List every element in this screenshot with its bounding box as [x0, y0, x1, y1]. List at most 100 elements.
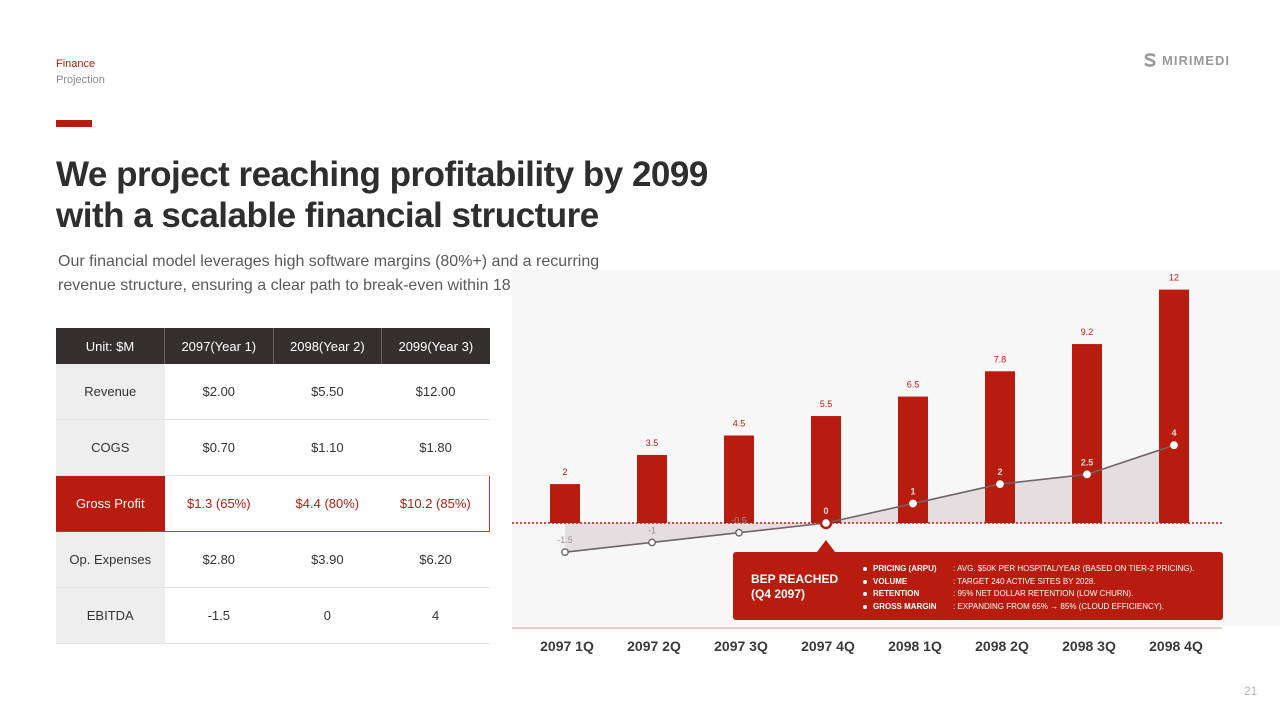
page-subtitle-line-1: Our financial model leverages high softw… — [58, 253, 600, 270]
revenue-bar — [1072, 344, 1102, 523]
table-row-op-expenses: Op. Expenses $2.80 $3.90 $6.20 — [56, 531, 490, 588]
ebitda-point-label: -0.5 — [731, 516, 747, 526]
bep-assumptions-list: PRICING (ARPU) : AVG. $50K PER HOSPITAL/… — [863, 563, 1194, 613]
table-cell: $0.70 — [164, 419, 274, 476]
revenue-bar-label: 6.5 — [907, 380, 920, 390]
bep-item-retention: RETENTION : 95% NET DOLLAR RETENTION (LO… — [863, 588, 1194, 601]
table-cell: $1.80 — [381, 419, 490, 476]
brand-name: MIRIMEDI — [1162, 52, 1230, 68]
bep-item-pricing: PRICING (ARPU) : AVG. $50K PER HOSPITAL/… — [863, 563, 1194, 576]
brand-logo-icon — [1144, 53, 1156, 67]
page-title-line-2: with a scalable financial structure — [56, 196, 599, 235]
table-header-unit: Unit: $M — [56, 328, 165, 364]
table-cell: -1.5 — [164, 587, 274, 644]
ebitda-point-label: 1 — [910, 487, 915, 497]
table-cell: $5.50 — [273, 364, 382, 420]
revenue-bar — [550, 484, 580, 523]
bullet-icon — [863, 592, 867, 597]
row-label: COGS — [56, 419, 165, 476]
table-row-revenue: Revenue $2.00 $5.50 $12.00 — [56, 364, 490, 420]
ebitda-point — [996, 480, 1004, 489]
bullet-icon — [863, 567, 867, 572]
ebitda-point-label: 4 — [1171, 428, 1176, 438]
bep-item-text: : 95% NET DOLLAR RETENTION (LOW CHURN). — [953, 589, 1134, 598]
revenue-bar-label: 7.8 — [994, 354, 1007, 364]
revenue-bar — [1159, 289, 1189, 523]
row-label: EBITDA — [56, 587, 165, 644]
bep-item-text: : EXPANDING FROM 65% → 85% (CLOUD EFFICI… — [953, 601, 1164, 611]
bep-callout-pointer — [817, 540, 835, 552]
bep-item-label: GROSS MARGIN — [873, 601, 937, 611]
bep-item-gross-margin: GROSS MARGIN : EXPANDING FROM 65% → 85% … — [863, 601, 1194, 614]
revenue-bar-label: 9.2 — [1081, 327, 1094, 337]
x-tick-label: 2097 3Q — [714, 638, 768, 654]
x-tick-label: 2097 1Q — [540, 638, 594, 654]
revenue-bar — [985, 371, 1015, 523]
revenue-bar-label: 12 — [1169, 273, 1179, 283]
table-row-ebitda: EBITDA -1.5 0 4 — [56, 587, 490, 644]
ebitda-point — [1170, 441, 1178, 450]
ebitda-point — [1083, 470, 1091, 479]
bullet-icon — [863, 604, 867, 609]
table-row-gross-profit: Gross Profit $1.3 (65%) $4.4 (80%) $10.2… — [56, 475, 490, 532]
ebitda-point-label: 2 — [997, 467, 1002, 477]
bep-item-label: PRICING (ARPU) — [873, 564, 937, 573]
bep-callout: BEP REACHED (Q4 2097) PRICING (ARPU) : A… — [733, 552, 1223, 620]
revenue-bar-label: 4.5 — [733, 418, 746, 428]
financial-table: Unit: $M 2097(Year 1) 2098(Year 2) 2099(… — [56, 328, 490, 644]
ebitda-point-label: 2.5 — [1081, 457, 1094, 467]
table-cell: $4.4 (80%) — [273, 475, 382, 532]
ebitda-point — [819, 516, 833, 530]
x-tick-label: 2097 4Q — [801, 638, 855, 654]
ebitda-point — [909, 499, 917, 508]
ebitda-point-label: -1 — [648, 525, 656, 535]
table-row-cogs: COGS $0.70 $1.10 $1.80 — [56, 419, 490, 476]
bullet-icon — [863, 579, 867, 584]
x-tick-label: 2098 2Q — [975, 638, 1029, 654]
bep-title: BEP REACHED (Q4 2097) — [751, 572, 838, 602]
table-cell: 4 — [381, 587, 490, 644]
table-header-row: Unit: $M 2097(Year 1) 2098(Year 2) 2099(… — [56, 328, 490, 364]
page-title: We project reaching profitability by 209… — [56, 154, 756, 236]
table-header-year-3: 2099(Year 3) — [381, 328, 490, 364]
table-cell: $2.80 — [164, 531, 274, 588]
table-header-year-1: 2097(Year 1) — [164, 328, 274, 364]
page-subtitle-line-2: revenue structure, ensuring a clear path… — [58, 277, 642, 294]
ebitda-point-label: -1.5 — [557, 535, 573, 545]
row-label: Gross Profit — [56, 475, 165, 532]
accent-bar — [56, 120, 92, 127]
x-tick-label: 2098 4Q — [1149, 638, 1203, 654]
page-number: 21 — [1244, 684, 1258, 698]
row-label: Op. Expenses — [56, 531, 165, 588]
bep-item-volume: VOLUME : TARGET 240 ACTIVE SITES BY 2028… — [863, 576, 1194, 589]
brand-logo: MIRIMEDI — [1142, 52, 1230, 68]
table-cell: $12.00 — [381, 364, 490, 420]
revenue-bar-label: 2 — [562, 467, 567, 477]
breadcrumb-subsection: Projection — [56, 74, 105, 86]
table-cell: $10.2 (85%) — [381, 475, 490, 532]
bep-item-text: : TARGET 240 ACTIVE SITES BY 2028. — [953, 576, 1096, 586]
ebitda-point — [561, 548, 569, 557]
table-cell: 0 — [273, 587, 382, 644]
x-tick-label: 2098 1Q — [888, 638, 942, 654]
bep-item-text: : AVG. $50K PER HOSPITAL/YEAR (BASED ON … — [953, 564, 1195, 573]
page-title-line-1: We project reaching profitability by 209… — [56, 155, 708, 194]
page-subtitle: Our financial model leverages high softw… — [58, 250, 718, 298]
x-tick-label: 2097 2Q — [627, 638, 681, 654]
ebitda-line — [564, 444, 1175, 553]
bep-item-label: VOLUME — [873, 576, 908, 586]
table-cell: $3.90 — [273, 531, 382, 588]
ebitda-point-label: 0 — [823, 506, 828, 516]
bep-title-line-2: (Q4 2097) — [751, 587, 806, 601]
breadcrumb-section: Finance — [56, 58, 96, 70]
ebitda-area — [565, 445, 1174, 553]
table-header-year-2: 2098(Year 2) — [273, 328, 383, 364]
revenue-bar — [724, 435, 754, 523]
table-cell: $2.00 — [164, 364, 274, 420]
table-cell: $6.20 — [381, 531, 490, 588]
bep-title-line-1: BEP REACHED — [751, 572, 839, 586]
revenue-bar-label: 3.5 — [646, 438, 659, 448]
revenue-bar-label: 5.5 — [820, 399, 833, 409]
ebitda-point — [648, 538, 656, 547]
revenue-bar — [811, 416, 841, 523]
